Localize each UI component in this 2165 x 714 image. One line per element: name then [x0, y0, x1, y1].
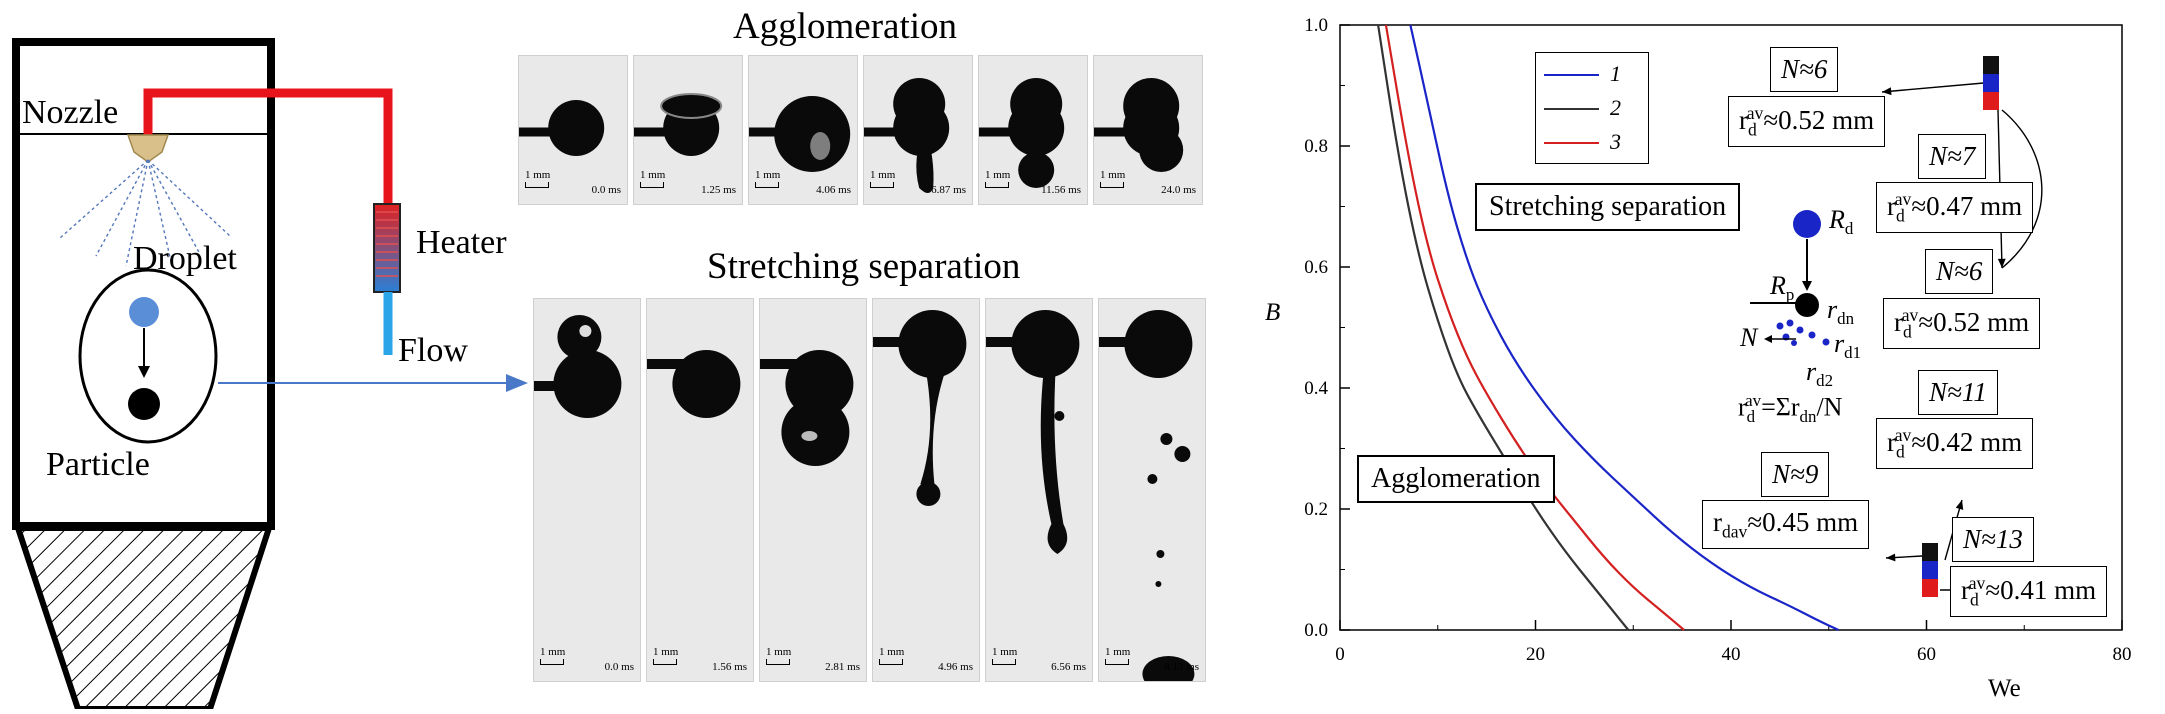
- annotation-radius: rdav≈0.52 mm: [1883, 298, 2041, 350]
- annotation-count: N≈9: [1761, 452, 1830, 497]
- photo-frame: 1 mm 1.25 ms: [633, 55, 743, 205]
- nozzle-label: Nozzle: [22, 94, 119, 131]
- curved-arrow: [2001, 109, 2043, 269]
- series-line-3: [1384, 24, 1685, 631]
- region-agglomeration-label: Agglomeration: [1357, 455, 1563, 513]
- stretching-title: Stretching separation: [707, 246, 1021, 287]
- photo-frame: 1 mm 0.0 ms: [533, 298, 641, 682]
- inset-definition: Rd Rp rdn N rd1 rd2 rdav=Σrdn/N: [1738, 205, 1862, 426]
- x-tick-label: 40: [1722, 644, 1741, 665]
- annotation-count: N≈11: [1918, 370, 1998, 415]
- heater-label: Heater: [416, 224, 507, 261]
- annotation-count: N≈7: [1918, 134, 1987, 179]
- stretching-frames: 1 mm 0.0 ms 1 mm 1.56 ms 1 mm 2.81 ms 1 …: [533, 298, 1209, 682]
- y-tick-label: 0.8: [1304, 136, 1328, 157]
- hot-pipe: [143, 88, 393, 205]
- frame-time: 24.0 ms: [1161, 184, 1196, 196]
- scale-bar: 1 mm: [1105, 646, 1130, 665]
- annotation-radius: rdav≈0.41 mm: [1950, 566, 2108, 618]
- marker-stack-bottom: [1922, 543, 1938, 597]
- scale-bar: 1 mm: [985, 169, 1010, 188]
- particle-icon: [128, 388, 160, 420]
- legend-item-3: 3: [1544, 129, 1644, 157]
- annotation-radius: rdav≈0.42 mm: [1876, 418, 2034, 470]
- region-stretching-label: Stretching separation: [1475, 183, 1749, 241]
- scale-bar: 1 mm: [879, 646, 904, 665]
- legend-item-2: 2: [1544, 95, 1644, 123]
- x-tick-label: 80: [2113, 644, 2132, 665]
- annotation-count: N≈6: [1770, 47, 1839, 92]
- frame-time: 0.0 ms: [591, 184, 621, 196]
- annotation-arrowhead: [1955, 500, 1964, 510]
- y-tick-label: 0.0: [1304, 620, 1328, 641]
- y-tick-label: 1.0: [1304, 15, 1328, 36]
- scale-bar: 1 mm: [525, 169, 550, 188]
- droplet-label: Droplet: [133, 240, 237, 277]
- legend: 1 2 3: [1535, 52, 1649, 164]
- x-axis-title: We: [1988, 675, 2021, 702]
- regime-chart: 0 20 40 60 80 0.0 0.2 0.4 0.6 0.8 1.0 We B 1 2 3 S…: [1250, 0, 2165, 709]
- series-line-2: [1377, 24, 1630, 631]
- legend-item-1: 1: [1544, 61, 1644, 89]
- scale-bar: 1 mm: [755, 169, 780, 188]
- frame-time: 4.96 ms: [938, 661, 973, 673]
- frame-time: 4.06 ms: [816, 184, 851, 196]
- heater-coil: [373, 203, 401, 293]
- annotation-arrow: [1881, 81, 1996, 93]
- x-tick-label: 20: [1526, 644, 1545, 665]
- annotation-radius: rdav≈0.47 mm: [1876, 182, 2034, 234]
- hopper-cone: [13, 525, 274, 712]
- frame-time: 0.0 ms: [604, 661, 634, 673]
- photo-frame: 1 mm 0.0 ms: [518, 55, 628, 205]
- frame-time: 2.81 ms: [825, 661, 860, 673]
- collision-zone: [78, 268, 218, 444]
- photo-frame: 1 mm 24.0 ms: [1093, 55, 1203, 205]
- scale-bar: 1 mm: [992, 646, 1017, 665]
- scale-bar: 1 mm: [653, 646, 678, 665]
- photo-frame: 1 mm 6.87 ms: [863, 55, 973, 205]
- photo-frame: 1 mm 1.56 ms: [646, 298, 754, 682]
- scale-bar: 1 mm: [1100, 169, 1125, 188]
- scale-bar: 1 mm: [870, 169, 895, 188]
- x-tick-label: 60: [1917, 644, 1936, 665]
- annotation-arrowhead: [1886, 553, 1896, 562]
- annotation-radius: rdav≈0.45 mm: [1702, 500, 1870, 550]
- frame-time: 8.13 ms: [1164, 661, 1199, 673]
- y-tick-label: 0.4: [1304, 378, 1328, 399]
- frame-time: 1.56 ms: [712, 661, 747, 673]
- scale-bar: 1 mm: [540, 646, 565, 665]
- y-tick-label: 0.6: [1304, 257, 1328, 278]
- photo-frame: 1 mm 4.06 ms: [748, 55, 858, 205]
- annotation-arrowhead: [1997, 258, 2006, 268]
- photo-frame: 1 mm 6.56 ms: [985, 298, 1093, 682]
- agglomeration-frames: 1 mm 0.0 ms 1 mm 1.25 ms 1 mm 4.06 ms 1 …: [518, 55, 1208, 205]
- droplet-icon: [129, 297, 159, 327]
- y-axis-title: B: [1265, 299, 1281, 326]
- frame-time: 11.56 ms: [1041, 184, 1081, 196]
- particle-label: Particle: [46, 446, 150, 483]
- marker-stack-top: [1983, 56, 1999, 110]
- annotation-count: N≈13: [1952, 517, 2034, 562]
- annotation-arrowhead: [1882, 87, 1892, 96]
- frame-time: 6.87 ms: [931, 184, 966, 196]
- annotation-count: N≈6: [1925, 249, 1994, 294]
- frame-time: 1.25 ms: [701, 184, 736, 196]
- agglomeration-title: Agglomeration: [733, 6, 958, 47]
- scale-bar: 1 mm: [766, 646, 791, 665]
- flow-label: Flow: [398, 332, 468, 369]
- chart-svg: 0 20 40 60 80 0.0 0.2 0.4 0.6 0.8 1.0: [1304, 15, 2132, 665]
- setup-schematic: Nozzle Droplet Particle Heater Flow: [0, 0, 540, 712]
- photo-frame: 1 mm 2.81 ms: [759, 298, 867, 682]
- photo-frame: 1 mm 8.13 ms: [1098, 298, 1206, 682]
- frame-time: 6.56 ms: [1051, 661, 1086, 673]
- annotation-radius: rdav≈0.52 mm: [1728, 96, 1886, 148]
- y-tick-label: 0.2: [1304, 499, 1328, 520]
- series-line-1: [1409, 24, 1839, 631]
- photo-frame: 1 mm 11.56 ms: [978, 55, 1088, 205]
- x-tick-label: 0: [1335, 644, 1345, 665]
- scale-bar: 1 mm: [640, 169, 665, 188]
- photo-frame: 1 mm 4.96 ms: [872, 298, 980, 682]
- nozzle-icon: [126, 134, 170, 163]
